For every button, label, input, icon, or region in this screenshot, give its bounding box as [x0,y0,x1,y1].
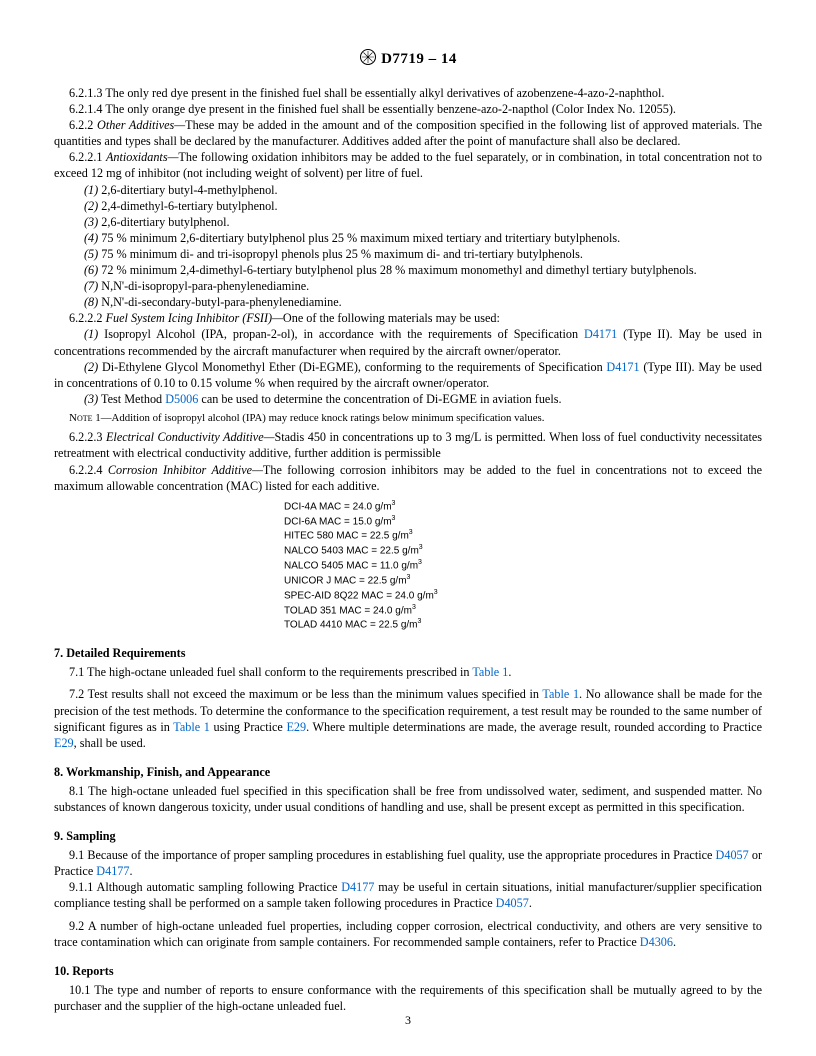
mac-row: DCI-6A MAC = 15.0 g/m3 [284,514,762,529]
para-9-1: 9.1 Because of the importance of proper … [54,847,762,879]
fsii-item-3: (3) Test Method D5006 can be used to det… [54,391,762,407]
mac-row: HITEC 580 MAC = 22.5 g/m3 [284,528,762,543]
list-item-6: (6) 72 % minimum 2,4-dimethyl-6-tertiary… [54,262,762,278]
para-7-1: 7.1 The high-octane unleaded fuel shall … [54,664,762,680]
link-d4171-b[interactable]: D4171 [606,360,639,374]
para-10-1: 10.1 The type and number of reports to e… [54,982,762,1014]
document-page: D7719 – 14 6.2.1.3 The only red dye pres… [0,0,816,1056]
page-number: 3 [0,1013,816,1028]
para-8-1: 8.1 The high-octane unleaded fuel specif… [54,783,762,815]
astm-logo-icon [359,48,377,71]
list-item-2: (2) 2,4-dimethyl-6-tertiary butylphenol. [54,198,762,214]
link-d4306[interactable]: D4306 [640,935,673,949]
list-item-3: (3) 2,6-ditertiary butylphenol. [54,214,762,230]
para-6-2-1-4: 6.2.1.4 The only orange dye present in t… [54,101,762,117]
para-6-2-2: 6.2.2 Other Additives—These may be added… [54,117,762,149]
mac-row: NALCO 5405 MAC = 11.0 g/m3 [284,558,762,573]
para-9-2: 9.2 A number of high-octane unleaded fue… [54,918,762,950]
para-6-2-1-3: 6.2.1.3 The only red dye present in the … [54,85,762,101]
heading-8: 8. Workmanship, Finish, and Appearance [54,764,762,780]
link-d4057[interactable]: D4057 [716,848,749,862]
list-item-4: (4) 75 % minimum 2,6-ditertiary butylphe… [54,230,762,246]
para-6-2-2-1: 6.2.2.1 Antioxidants—The following oxida… [54,149,762,181]
fsii-item-1: (1) Isopropyl Alcohol (IPA, propan-2-ol)… [54,326,762,358]
list-item-1: (1) 2,6-ditertiary butyl-4-methylphenol. [54,182,762,198]
fsii-item-2: (2) Di-Ethylene Glycol Monomethyl Ether … [54,359,762,391]
link-d4057-b[interactable]: D4057 [496,896,529,910]
list-item-7: (7) N,N'-di-isopropyl-para-phenylenediam… [54,278,762,294]
link-table-1-b[interactable]: Table 1 [542,687,579,701]
note-1: Note 1—Addition of isopropyl alcohol (IP… [54,411,762,426]
link-table-1[interactable]: Table 1 [472,665,508,679]
para-6-2-2-4: 6.2.2.4 Corrosion Inhibitor Additive—The… [54,462,762,494]
mac-row: SPEC-AID 8Q22 MAC = 24.0 g/m3 [284,588,762,603]
mac-additive-list: DCI-4A MAC = 24.0 g/m3DCI-6A MAC = 15.0 … [284,499,762,632]
para-7-2: 7.2 Test results shall not exceed the ma… [54,686,762,750]
link-d5006[interactable]: D5006 [165,392,198,406]
para-6-2-2-3: 6.2.2.3 Electrical Conductivity Additive… [54,429,762,461]
list-item-8: (8) N,N'-di-secondary-butyl-para-phenyle… [54,294,762,310]
link-e29[interactable]: E29 [286,720,306,734]
page-header: D7719 – 14 [54,48,762,71]
mac-row: DCI-4A MAC = 24.0 g/m3 [284,499,762,514]
link-table-1-c[interactable]: Table 1 [173,720,210,734]
list-item-5: (5) 75 % minimum di- and tri-isopropyl p… [54,246,762,262]
heading-7: 7. Detailed Requirements [54,645,762,661]
heading-9: 9. Sampling [54,828,762,844]
mac-row: TOLAD 351 MAC = 24.0 g/m3 [284,603,762,618]
mac-row: TOLAD 4410 MAC = 22.5 g/m3 [284,617,762,632]
header-designation: D7719 – 14 [381,51,457,67]
para-9-1-1: 9.1.1 Although automatic sampling follow… [54,879,762,911]
link-d4171[interactable]: D4171 [584,327,617,341]
mac-row: UNICOR J MAC = 22.5 g/m3 [284,573,762,588]
body-content: 6.2.1.3 The only red dye present in the … [54,85,762,1014]
link-d4177-b[interactable]: D4177 [341,880,374,894]
link-d4177[interactable]: D4177 [96,864,129,878]
heading-10: 10. Reports [54,963,762,979]
mac-row: NALCO 5403 MAC = 22.5 g/m3 [284,543,762,558]
link-e29-b[interactable]: E29 [54,736,74,750]
para-6-2-2-2: 6.2.2.2 Fuel System Icing Inhibitor (FSI… [54,310,762,326]
